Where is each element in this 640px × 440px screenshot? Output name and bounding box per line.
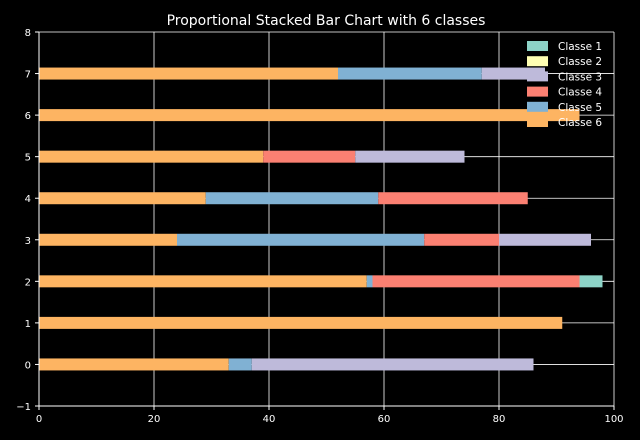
bars — [39, 67, 603, 371]
y-tick-label: 2 — [25, 277, 31, 288]
y-tick-label: 1 — [25, 319, 31, 330]
legend: Classe 1 Classe 2 Classe 3 Classe 4 Classe 5… — [527, 41, 602, 129]
x-tick-label: 20 — [148, 414, 161, 425]
legend-label: Classe 2 — [558, 56, 602, 68]
axes: 0 20 40 60 80 100 −1 0 1 2 3 4 5 6 7 8 — [16, 28, 623, 425]
legend-swatch — [527, 86, 548, 97]
bar-segment — [355, 150, 465, 163]
bar-segment — [366, 275, 373, 288]
bar-segment — [378, 192, 528, 205]
x-tick-label: 40 — [263, 414, 276, 425]
bar-segment — [251, 358, 534, 371]
bar-segment — [499, 233, 591, 246]
legend-swatch — [527, 41, 548, 51]
y-tick-label: 6 — [25, 111, 31, 122]
y-tick-label: 0 — [25, 360, 31, 371]
x-tick-label: 80 — [493, 414, 506, 425]
bar-segment — [338, 67, 482, 80]
bar-segment — [39, 109, 580, 122]
bar-segment — [39, 233, 177, 246]
legend-label: Classe 5 — [558, 102, 602, 114]
chart-title: Proportional Stacked Bar Chart with 6 cl… — [167, 13, 486, 29]
bar-segment — [177, 233, 425, 246]
bar-segment — [372, 275, 580, 288]
bar-segment — [424, 233, 499, 246]
legend-label: Classe 3 — [558, 71, 602, 83]
bar-segment — [39, 275, 367, 288]
y-tick-label: 5 — [25, 153, 31, 164]
bar-segment — [39, 316, 563, 329]
bar-segment — [39, 67, 338, 80]
bar-segment — [39, 150, 264, 163]
legend-label: Classe 4 — [558, 87, 602, 99]
x-tick-label: 0 — [36, 414, 42, 425]
bar-segment — [263, 150, 356, 163]
y-tick-label: −1 — [16, 402, 31, 413]
bar-segment — [39, 358, 229, 371]
bar-segment — [579, 275, 603, 288]
x-tick-label: 100 — [604, 414, 623, 425]
legend-swatch — [527, 101, 548, 112]
legend-label: Classe 1 — [558, 41, 602, 53]
y-tick-label: 8 — [25, 28, 31, 39]
bar-segment — [205, 192, 379, 205]
y-tick-label: 3 — [25, 236, 31, 247]
bar-segment — [39, 192, 206, 205]
legend-swatch — [527, 117, 548, 127]
legend-label: Classe 6 — [558, 117, 602, 129]
y-tick-label: 4 — [25, 194, 31, 205]
legend-swatch — [527, 56, 548, 67]
x-tick-label: 60 — [378, 414, 391, 425]
y-tick-label: 7 — [25, 70, 31, 81]
bar-segment — [228, 358, 252, 371]
legend-swatch — [527, 71, 548, 82]
